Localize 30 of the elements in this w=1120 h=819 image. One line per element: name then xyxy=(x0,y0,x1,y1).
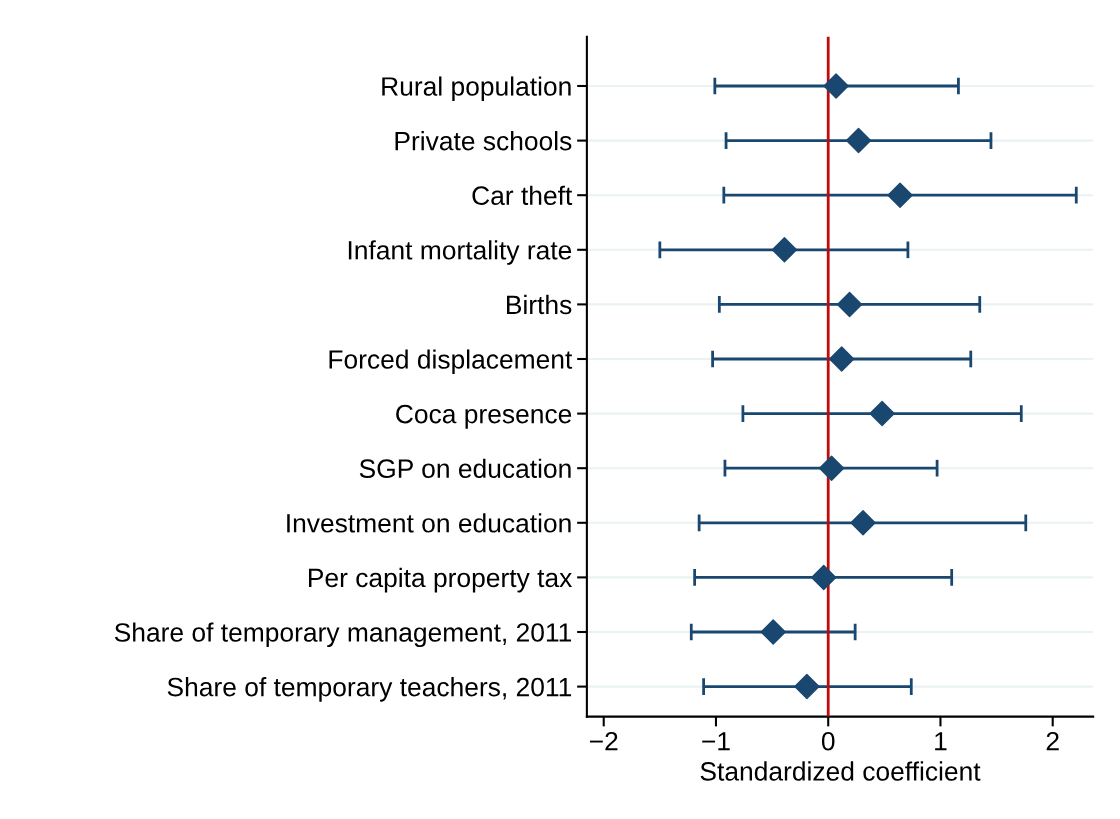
x-tick-label: −2 xyxy=(589,731,618,751)
point xyxy=(845,127,872,154)
point xyxy=(818,455,845,481)
y-tick-label: Investment on education xyxy=(287,513,571,533)
point xyxy=(828,346,855,372)
y-tick-label: Infant mortality rate xyxy=(348,240,572,265)
point xyxy=(887,182,913,208)
point xyxy=(811,564,837,591)
y-tick-label: Coca presence xyxy=(396,404,572,429)
y-tick-label: Share of temporary management, 2011 xyxy=(114,622,572,648)
y-tick-label: SGP on education xyxy=(359,458,571,479)
y-tick-label: Share of temporary teachers, 2011 xyxy=(167,677,572,702)
x-tick-label: 0 xyxy=(821,731,835,751)
point xyxy=(771,237,798,263)
y-tick-label: Car theft xyxy=(472,185,573,206)
point xyxy=(836,291,863,318)
x-tick-label: −1 xyxy=(702,732,730,751)
y-tick-label: Forced displacement xyxy=(329,349,573,375)
y-tick-label: Births xyxy=(507,294,572,315)
x-axis-title: Standardized coefficient xyxy=(700,761,981,781)
x-tick-label: 1 xyxy=(935,732,947,751)
y-tick-label: Per capita property tax xyxy=(308,567,573,593)
point xyxy=(823,73,849,99)
y-tick-label: Rural population xyxy=(382,76,571,102)
point xyxy=(850,510,876,536)
point xyxy=(794,673,820,700)
y-tick-label: Private schools xyxy=(395,131,572,151)
point xyxy=(869,400,895,427)
x-tick-label: 2 xyxy=(1046,731,1059,751)
point xyxy=(760,619,786,645)
